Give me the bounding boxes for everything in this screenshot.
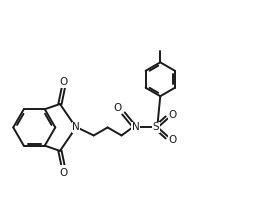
Text: N: N <box>72 122 80 132</box>
Text: O: O <box>60 77 68 87</box>
Text: O: O <box>169 110 177 120</box>
Text: O: O <box>113 103 121 113</box>
Text: N: N <box>131 122 139 132</box>
Text: O: O <box>169 135 177 145</box>
Text: O: O <box>60 168 68 178</box>
Text: S: S <box>153 122 159 132</box>
